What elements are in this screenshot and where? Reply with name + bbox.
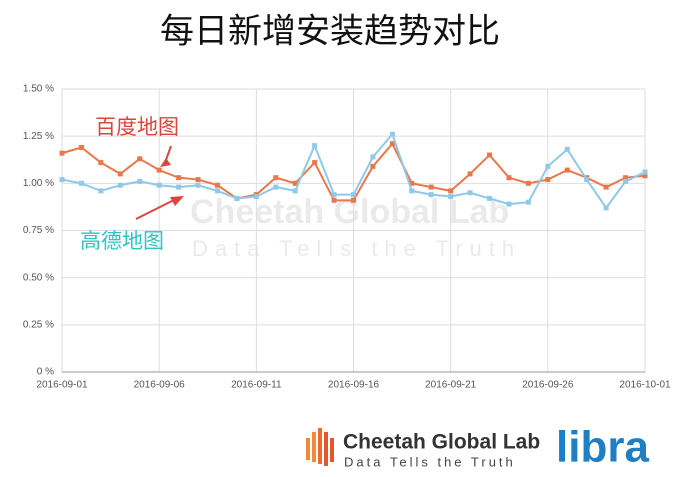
data-point: [428, 184, 434, 190]
data-point: [545, 163, 551, 169]
data-point: [506, 201, 512, 207]
data-point: [214, 182, 220, 188]
x-tick-label: 2016-09-06: [134, 380, 186, 391]
data-point: [137, 156, 143, 162]
y-tick-label: 0.50 %: [23, 272, 54, 283]
data-point: [487, 152, 493, 158]
data-point: [448, 194, 454, 200]
data-point: [292, 188, 298, 194]
data-point: [78, 144, 84, 150]
data-point: [214, 188, 220, 194]
data-point: [351, 192, 356, 198]
series-label: 高德地图: [80, 229, 164, 253]
data-point: [331, 197, 337, 203]
arrow: [135, 199, 175, 220]
data-point: [564, 167, 570, 173]
data-point: [156, 167, 162, 173]
x-tick-label: 2016-09-01: [36, 380, 88, 391]
footer-tagline: Data Tells the Truth: [344, 454, 516, 469]
data-point: [59, 150, 65, 156]
data-point: [312, 143, 318, 149]
data-point: [98, 160, 104, 166]
data-point: [389, 141, 395, 147]
data-point: [273, 175, 279, 181]
data-point: [525, 199, 531, 205]
data-point: [525, 180, 531, 186]
y-tick-label: 0.75 %: [23, 225, 54, 236]
logo-bar: [318, 428, 322, 464]
data-point: [351, 197, 356, 203]
data-point: [78, 180, 84, 186]
y-tick-label: 1.50 %: [23, 84, 54, 95]
data-point: [467, 190, 473, 196]
arrow-head: [170, 196, 184, 206]
footer-logo: Cheetah Global Lab Data Tells the Truth …: [306, 423, 649, 472]
y-tick-label: 0.25 %: [23, 319, 54, 330]
data-point: [331, 192, 337, 198]
plot-area: 0 % 0.25 % 0.50 % 0.75 % 1.00 % 1.25 % 1.50 % 2…: [23, 84, 671, 391]
data-point: [428, 192, 434, 198]
watermark-tagline: Data Tells the Truth: [192, 236, 521, 261]
annotation-arrows: [135, 145, 184, 220]
data-point: [603, 184, 609, 190]
data-point: [137, 178, 143, 184]
data-point: [389, 131, 395, 137]
x-tick-label: 2016-09-26: [522, 380, 574, 391]
logo-bar: [306, 438, 310, 460]
y-tick-label: 1.00 %: [23, 178, 54, 189]
data-point: [59, 177, 65, 183]
data-point: [623, 178, 629, 184]
data-point: [195, 182, 201, 188]
y-tick-label: 1.25 %: [23, 131, 54, 142]
x-tick-label: 2016-09-16: [328, 380, 380, 391]
data-point: [545, 177, 551, 183]
data-point: [487, 195, 493, 201]
logo-bar: [312, 432, 316, 462]
arrow: [165, 145, 172, 161]
x-tick-label: 2016-09-21: [425, 380, 477, 391]
data-point: [253, 194, 259, 200]
data-point: [195, 177, 201, 183]
data-point: [467, 171, 473, 177]
data-point: [370, 163, 376, 169]
arrow-head: [160, 158, 171, 167]
data-point: [506, 175, 512, 181]
logo-bar: [330, 438, 334, 462]
data-point: [409, 180, 415, 186]
data-point: [234, 195, 240, 201]
data-point: [98, 188, 104, 194]
data-point: [292, 180, 298, 186]
data-point: [273, 184, 279, 190]
data-point: [642, 169, 648, 175]
data-point: [176, 184, 182, 190]
data-point: [584, 177, 590, 183]
data-point: [448, 188, 454, 194]
data-point: [117, 171, 123, 177]
data-point: [117, 182, 123, 188]
data-point: [564, 146, 570, 152]
footer-product: libra: [556, 423, 649, 472]
logo-bar: [324, 432, 328, 466]
series-label: 百度地图: [95, 115, 179, 139]
data-point: [156, 182, 162, 188]
x-tick-label: 2016-10-01: [619, 380, 671, 391]
data-point: [312, 160, 318, 166]
data-point: [370, 154, 376, 160]
data-point: [603, 205, 609, 211]
footer-brand: Cheetah Global Lab: [343, 431, 540, 454]
y-tick-label: 0 %: [37, 367, 54, 378]
x-tick-label: 2016-09-11: [231, 380, 282, 391]
watermark: Cheetah Global Lab Data Tells the Truth: [190, 193, 521, 261]
data-point: [176, 175, 182, 181]
data-point: [409, 188, 415, 194]
chart-title: 每日新增安装趋势对比: [160, 12, 500, 52]
data-point: [642, 173, 648, 179]
data-point: [623, 175, 629, 181]
